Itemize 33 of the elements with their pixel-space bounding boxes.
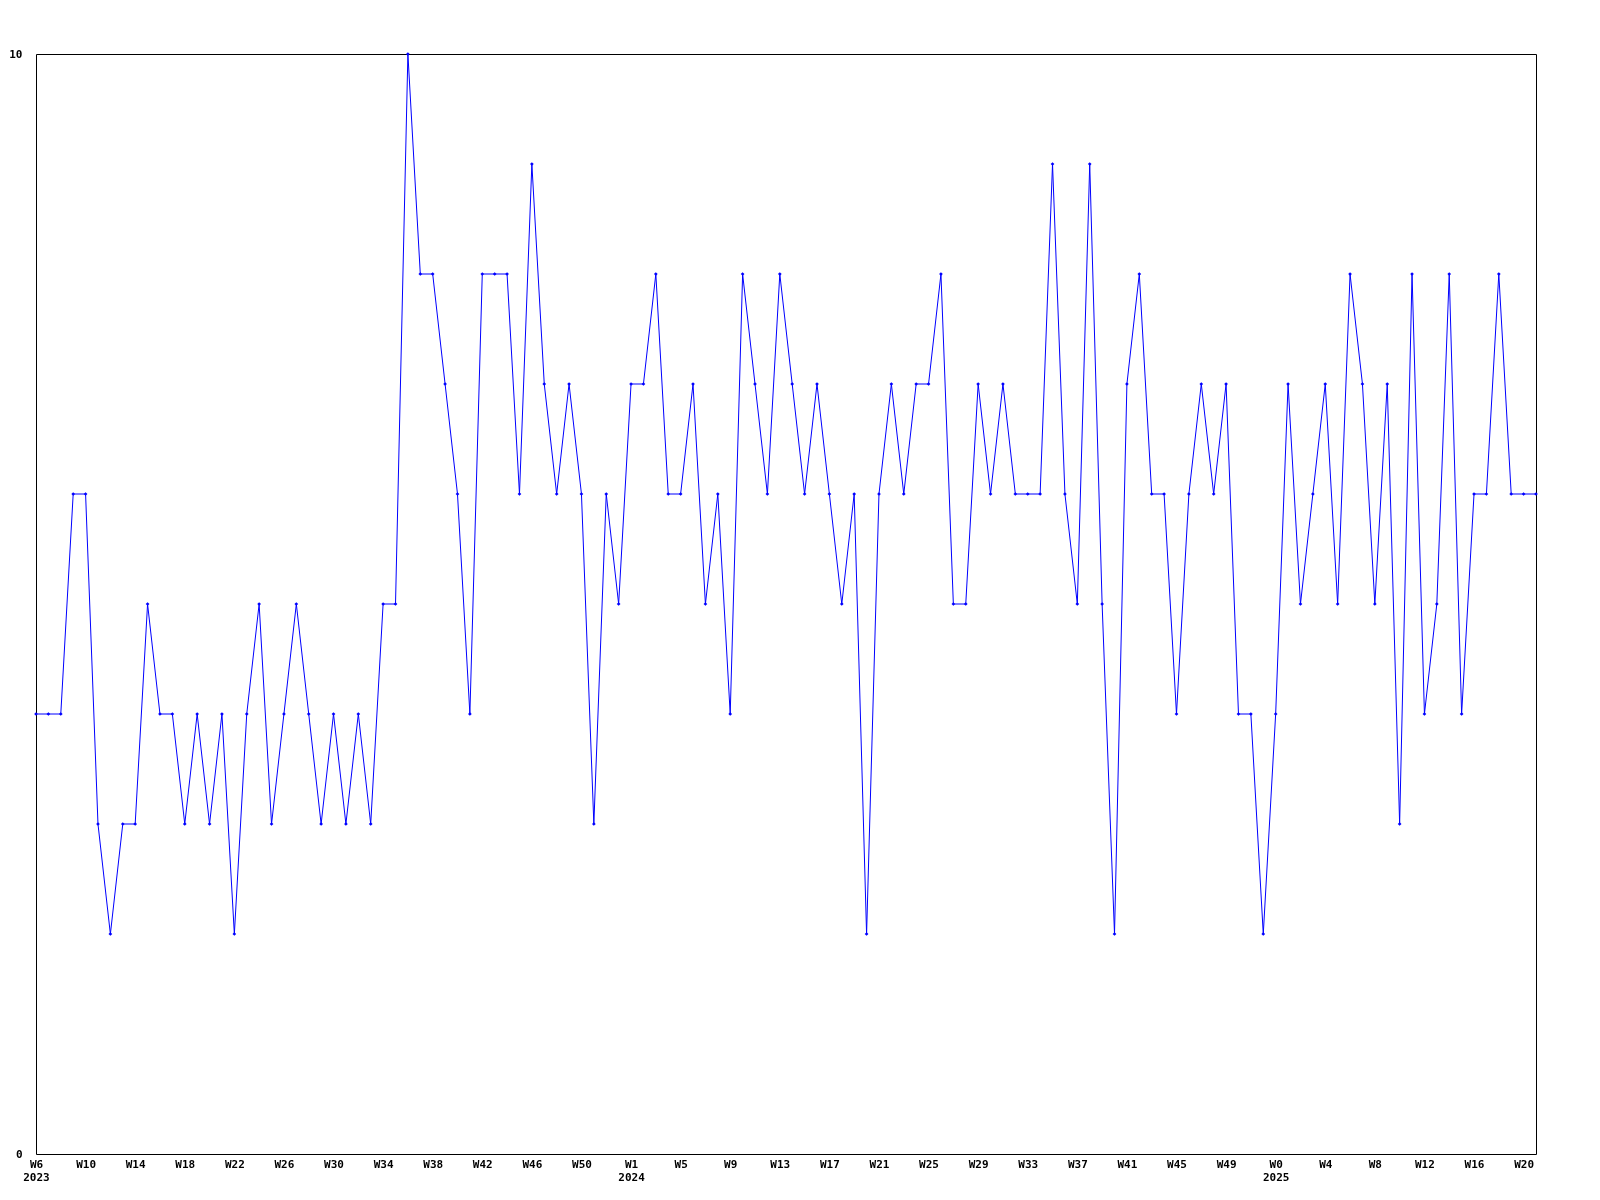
x-tick-label: W22 [224,1157,245,1171]
x-tick-label: W14 [125,1157,146,1171]
x-tick-label: W8 [1368,1157,1382,1171]
x-tick-label: W25 [919,1157,939,1171]
x-tick-label: W30 [324,1157,344,1171]
x-tick-label: W45 [1167,1157,1187,1171]
y-tick-label: 0 [15,1147,23,1161]
x-tick-label: W29 [968,1157,989,1171]
x-tick-label: W16 [1464,1157,1485,1171]
x-tick-label: W46 [522,1157,543,1171]
x-tick-label: W18 [175,1157,196,1171]
x-tick-label: W21 [869,1157,890,1171]
x-tick-label: W37 [1067,1157,1088,1171]
x-tick-label: W38 [423,1157,444,1171]
x-tick-label: W33 [1018,1157,1039,1171]
x-tick-label: W13 [770,1157,791,1171]
x-tick-label: W41 [1117,1157,1138,1171]
x-tick-label: W4 [1319,1157,1333,1171]
y-tick-label: 10 [9,47,23,61]
x-tick-label: W17 [819,1157,840,1171]
x-tick-label: W50 [572,1157,592,1171]
x-tick-label: W20 [1514,1157,1535,1171]
x-tick-label: W10 [76,1157,97,1171]
x-tick-label: W6 2023 [23,1157,50,1184]
x-tick-label: W34 [373,1157,394,1171]
x-tick-label: W0 2025 [1262,1157,1290,1184]
x-tick-label: W9 [724,1157,738,1171]
x-tick-label: W26 [274,1157,295,1171]
x-tick-label: W5 [674,1157,688,1171]
x-tick-label: W42 [472,1157,493,1171]
x-tick-label: W1 2024 [618,1157,646,1184]
x-tick-label: W49 [1216,1157,1237,1171]
x-tick-label: W12 [1414,1157,1435,1171]
